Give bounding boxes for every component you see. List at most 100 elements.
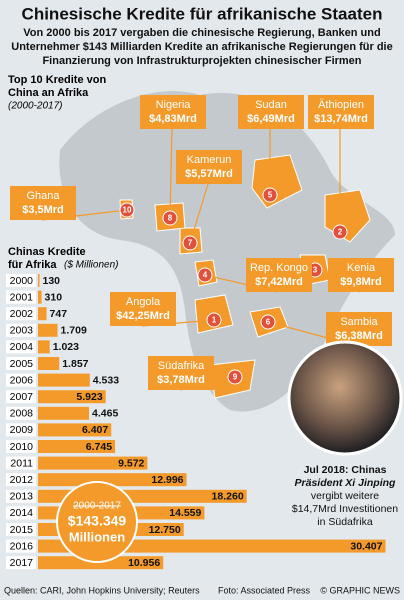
subtitle: Unternehmer $143 Milliarden Kredite an a…	[11, 41, 392, 53]
photo	[287, 340, 403, 456]
year-box	[6, 357, 36, 370]
subtitle: Von 2000 bis 2017 vergaben die chinesisc…	[23, 27, 380, 39]
bar-chart: 2000 130 2001 310 2002 747 2003 1.709 2004 1.023 2…	[6, 274, 386, 570]
leader-line	[189, 183, 209, 244]
bar	[38, 307, 47, 321]
y-tick-label: 2008	[10, 408, 34, 420]
rank-marker	[227, 369, 243, 385]
year-box	[6, 423, 36, 437]
label-box	[140, 95, 206, 129]
y-tick-label: 2000	[10, 275, 34, 287]
bar	[38, 473, 187, 487]
rank-number: 8	[168, 214, 173, 223]
year-box	[6, 506, 36, 520]
year-box	[6, 390, 36, 404]
label-box	[328, 258, 394, 292]
rank-marker	[162, 210, 178, 226]
value-label: 10.956	[128, 557, 160, 569]
bar	[38, 323, 58, 337]
y-tick-label: 2006	[10, 374, 34, 386]
y-tick-label: 2009	[10, 424, 34, 436]
value-label: 747	[50, 308, 68, 320]
rank-marker	[332, 224, 348, 240]
africa-land	[59, 91, 396, 412]
rank-number: 9	[233, 373, 238, 382]
country-name: Sudan	[255, 99, 287, 111]
total-unit: Millionen	[69, 529, 125, 544]
y-tick-label: 2003	[10, 325, 34, 337]
y-tick-label: 2017	[10, 557, 34, 569]
year-box	[6, 456, 36, 470]
credit: © GRAPHIC NEWS	[320, 585, 400, 595]
chart-unit: ($ Millionen)	[64, 260, 118, 271]
label-box	[308, 95, 374, 129]
caption: $14,7Mrd Investitionen	[292, 503, 398, 515]
country-name: Angola	[126, 296, 161, 308]
subtitle: Finanzierung von Infrastrukturprojekten …	[42, 55, 361, 67]
value-label: 30.407	[350, 540, 382, 552]
value-label: 18.260	[212, 491, 244, 503]
y-tick-label: 2011	[10, 457, 33, 469]
total-period: 2000-2017	[73, 501, 121, 512]
rank-number: 1	[212, 316, 217, 325]
label-box	[148, 356, 214, 390]
sources: Quellen: CARI, John Hopkins University; …	[4, 585, 200, 595]
loan-amount: $3,78Mrd	[157, 374, 205, 386]
y-tick-label: 2015	[10, 524, 34, 536]
label-box	[176, 150, 242, 184]
total-badge	[56, 481, 138, 563]
value-label: 310	[45, 291, 63, 303]
rank-marker	[260, 314, 276, 330]
year-box	[6, 340, 36, 354]
loan-amount: $4,83Mrd	[149, 113, 197, 125]
value-label: 9.572	[118, 457, 144, 469]
country-name: Rep. Kongo	[250, 262, 308, 274]
year-box	[6, 489, 36, 503]
loan-amount: $13,74Mrd	[314, 113, 368, 125]
country-name: Kamerun	[187, 154, 232, 166]
rank-marker	[197, 267, 213, 283]
loan-amount: $3,5Mrd	[22, 204, 64, 216]
chart-title: Chinas Kredite	[8, 246, 86, 258]
label-box	[326, 312, 392, 346]
rank-marker	[262, 187, 278, 203]
top10-title: Top 10 Kredite von	[8, 74, 106, 86]
photo-credit: Foto: Associated Press	[218, 585, 311, 595]
country-name: Sambia	[340, 316, 378, 328]
bar	[38, 390, 106, 404]
country-name: Nigeria	[156, 99, 192, 111]
loan-amount: $6,49Mrd	[247, 113, 295, 125]
total-amount: $143.349	[68, 513, 127, 529]
value-label: 12.750	[149, 524, 181, 536]
top10-period: (2000-2017)	[8, 101, 62, 112]
loan-amount: $42,25Mrd	[116, 310, 170, 322]
rank-number: 3	[313, 266, 318, 275]
rank-marker	[182, 235, 198, 251]
value-label: 6.407	[82, 424, 108, 436]
loan-amount: $9,8Mrd	[340, 276, 382, 288]
caption: vergibt weitere	[311, 490, 379, 502]
value-label: 1.709	[61, 325, 87, 337]
chart-title: für Afrika	[8, 259, 57, 271]
caption: in Südafrika	[317, 516, 373, 528]
value-label: 14.559	[169, 507, 201, 519]
year-box	[6, 473, 36, 487]
y-tick-label: 2012	[10, 474, 34, 486]
value-label: 4.533	[93, 374, 119, 386]
caption: Präsident Xi Jinping	[295, 477, 397, 489]
y-tick-label: 2016	[10, 540, 34, 552]
leader-line	[169, 128, 173, 219]
loan-amount: $5,57Mrd	[185, 168, 233, 180]
value-label: 12.996	[151, 474, 183, 486]
value-label: 1.023	[53, 341, 79, 353]
bar	[38, 423, 112, 437]
bar	[38, 406, 90, 420]
rank-marker	[119, 202, 135, 218]
country-name: Äthiopien	[318, 99, 364, 111]
country-name: Südafrika	[158, 360, 205, 372]
loan-amount: $7,42Mrd	[255, 276, 303, 288]
year-box	[6, 556, 36, 570]
rank-number: 10	[123, 206, 132, 215]
value-label: 130	[42, 275, 60, 287]
